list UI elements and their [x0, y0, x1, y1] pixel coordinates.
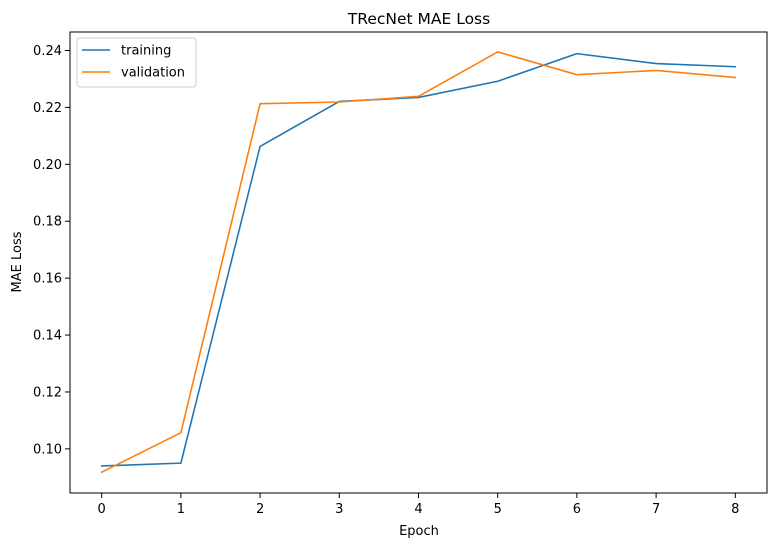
y-tick-label: 0.16	[33, 272, 62, 287]
x-tick-label: 5	[494, 502, 502, 517]
series-line-training	[100, 52, 737, 467]
x-tick-label: 7	[652, 502, 660, 517]
legend: training validation	[76, 37, 197, 88]
y-tick-label: 0.24	[33, 44, 62, 59]
chart-title: TRecNet MAE Loss	[347, 10, 490, 28]
x-tick-label: 2	[256, 502, 264, 517]
series-line-validation	[100, 51, 737, 474]
x-tick-label: 6	[573, 502, 581, 517]
x-tick-label: 0	[98, 502, 106, 517]
plot-frame	[69, 31, 768, 494]
legend-label-training: training	[121, 44, 171, 59]
x-tick-label: 3	[335, 502, 343, 517]
legend-label-validation: validation	[121, 66, 185, 81]
y-tick-label: 0.14	[33, 329, 62, 344]
y-axis-label: MAE Loss	[10, 231, 25, 292]
y-tick-label: 0.18	[33, 215, 62, 230]
x-tick-label: 4	[414, 502, 422, 517]
x-axis-label: Epoch	[399, 524, 439, 539]
y-axis-ticks: 0.10 0.12 0.14 0.16 0.18 0.20 0.22 0.24	[33, 44, 70, 457]
x-axis-ticks: 0 1 2 3 4 5 6 7 8	[98, 493, 739, 517]
y-tick-label: 0.22	[33, 101, 62, 116]
x-tick-label: 1	[177, 502, 185, 517]
y-tick-label: 0.20	[33, 158, 62, 173]
y-tick-label: 0.12	[33, 385, 62, 400]
y-tick-label: 0.10	[33, 442, 62, 457]
x-tick-label: 8	[731, 502, 739, 517]
plot-lines	[100, 51, 737, 474]
